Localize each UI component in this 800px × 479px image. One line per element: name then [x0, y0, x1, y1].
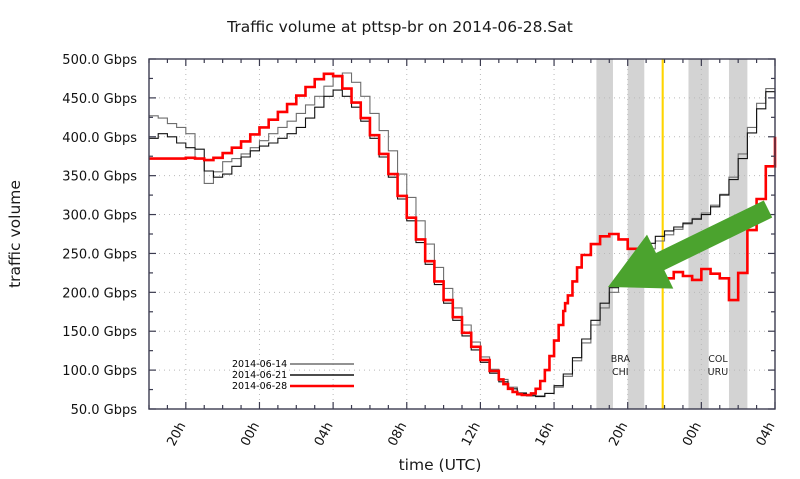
legend-label-2014-06-21: 2014-06-21	[232, 370, 287, 381]
legend-label-2014-06-28: 2014-06-28	[232, 381, 287, 392]
y-tick-label: 400.0 Gbps	[62, 131, 137, 146]
band-labels: BRA CHI COL URU	[611, 354, 729, 378]
series-line-2014-06-21	[149, 89, 776, 398]
y-tick-label: 250.0 Gbps	[62, 247, 137, 262]
y-tick-label: 200.0 Gbps	[62, 286, 137, 301]
y-tick-label: 450.0 Gbps	[62, 92, 137, 107]
y-tick-label: 500.0 Gbps	[62, 53, 137, 68]
band-label-chi: CHI	[612, 367, 629, 378]
x-axis-title: time (UTC)	[399, 456, 482, 474]
y-tick-label: 100.0 Gbps	[62, 364, 137, 379]
band-label-uru: URU	[708, 367, 729, 378]
y-tick-label: 50.0 Gbps	[71, 403, 138, 418]
axis-ticks	[148, 58, 776, 410]
y-tick-label: 300.0 Gbps	[62, 209, 137, 224]
band-label-col: COL	[708, 354, 728, 365]
y-tick-labels: 50.0 Gbps 100.0 Gbps 150.0 Gbps 200.0 Gbps 2…	[62, 53, 137, 418]
legend-label-2014-06-14: 2014-06-14	[232, 359, 287, 370]
y-tick-label: 150.0 Gbps	[62, 325, 137, 340]
annotation-arrow	[608, 200, 773, 289]
chart-title: Traffic volume at pttsp-br on 2014-06-28…	[226, 18, 573, 36]
green-arrow-annotation	[608, 200, 773, 289]
highlight-band-chi	[627, 59, 645, 409]
band-label-bra: BRA	[611, 354, 631, 365]
y-axis-title: traffic volume	[6, 180, 24, 288]
y-tick-label: 350.0 Gbps	[62, 170, 137, 185]
